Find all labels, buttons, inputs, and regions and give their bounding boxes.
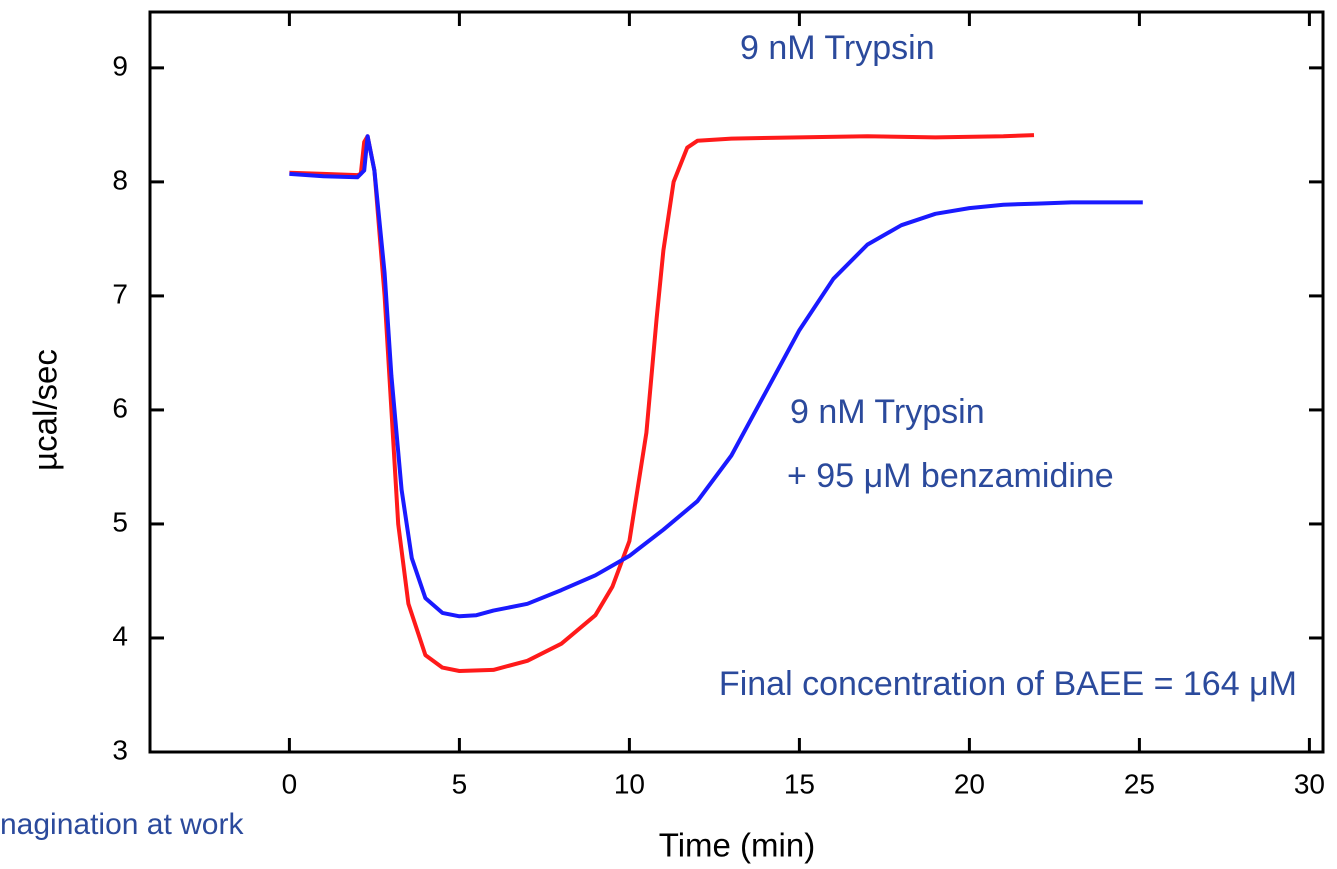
y-tick-label: 9 <box>112 50 128 81</box>
y-axis-label: µcal/sec <box>27 349 64 471</box>
annotation: 9 nM Trypsin <box>740 29 935 67</box>
y-tick-label: 3 <box>112 734 128 765</box>
x-tick-label: 10 <box>614 768 645 799</box>
footer-logo: nagination at work <box>0 808 244 841</box>
x-axis-label: Time (min) <box>659 827 815 864</box>
plot-frame <box>148 10 1325 754</box>
y-tick-label: 6 <box>112 392 128 423</box>
y-tick-label: 4 <box>112 620 128 651</box>
x-tick-label: 20 <box>954 768 985 799</box>
x-tick-label: 25 <box>1124 768 1155 799</box>
y-tick-label: 8 <box>112 164 128 195</box>
x-tick-label: 5 <box>452 768 468 799</box>
x-tick-label: 15 <box>784 768 815 799</box>
y-tick-label: 7 <box>112 278 128 309</box>
series-line <box>289 134 1143 619</box>
x-tick-label: 30 <box>1294 768 1325 799</box>
annotation: + 95 μM benzamidine <box>787 457 1114 495</box>
annotation: Final concentration of BAEE = 164 μM <box>719 665 1297 703</box>
annotation: 9 nM Trypsin <box>790 393 985 431</box>
y-tick-label: 5 <box>112 506 128 537</box>
x-tick-label: 0 <box>282 768 298 799</box>
